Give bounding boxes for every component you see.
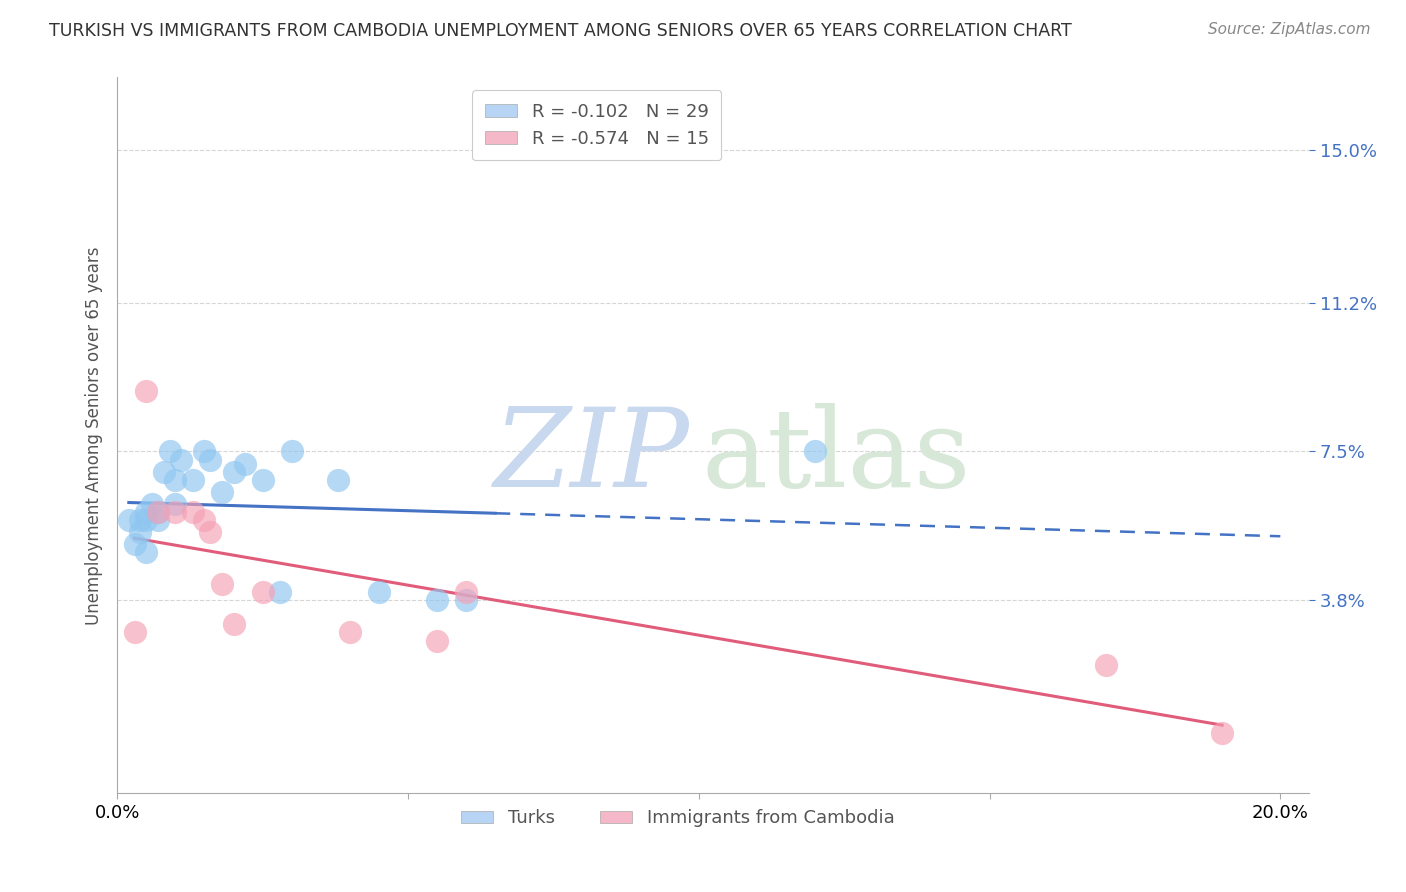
Point — [222, 617, 245, 632]
Point — [328, 473, 350, 487]
Point — [165, 473, 187, 487]
Point — [165, 497, 187, 511]
Point — [211, 484, 233, 499]
Point — [124, 537, 146, 551]
Point — [804, 444, 827, 458]
Point — [1211, 726, 1233, 740]
Point — [181, 505, 204, 519]
Point — [233, 457, 256, 471]
Point — [135, 545, 157, 559]
Point — [152, 465, 174, 479]
Text: ZIP: ZIP — [494, 403, 689, 510]
Point — [200, 452, 222, 467]
Point — [146, 513, 169, 527]
Point — [367, 585, 389, 599]
Text: Source: ZipAtlas.com: Source: ZipAtlas.com — [1208, 22, 1371, 37]
Point — [170, 452, 193, 467]
Point — [252, 585, 274, 599]
Point — [181, 473, 204, 487]
Point — [135, 513, 157, 527]
Legend: Turks, Immigrants from Cambodia: Turks, Immigrants from Cambodia — [453, 802, 901, 834]
Point — [135, 384, 157, 399]
Point — [252, 473, 274, 487]
Point — [129, 524, 152, 539]
Point — [269, 585, 291, 599]
Point — [426, 633, 449, 648]
Point — [1095, 657, 1118, 672]
Point — [211, 577, 233, 591]
Point — [118, 513, 141, 527]
Point — [456, 585, 478, 599]
Point — [141, 497, 163, 511]
Point — [200, 524, 222, 539]
Y-axis label: Unemployment Among Seniors over 65 years: Unemployment Among Seniors over 65 years — [86, 246, 103, 624]
Point — [222, 465, 245, 479]
Point — [456, 593, 478, 607]
Text: TURKISH VS IMMIGRANTS FROM CAMBODIA UNEMPLOYMENT AMONG SENIORS OVER 65 YEARS COR: TURKISH VS IMMIGRANTS FROM CAMBODIA UNEM… — [49, 22, 1071, 40]
Point — [193, 444, 215, 458]
Text: atlas: atlas — [702, 403, 972, 510]
Point — [129, 513, 152, 527]
Point — [193, 513, 215, 527]
Point — [146, 505, 169, 519]
Point — [146, 505, 169, 519]
Point — [165, 505, 187, 519]
Point — [426, 593, 449, 607]
Point — [159, 444, 181, 458]
Point — [339, 625, 361, 640]
Point — [124, 625, 146, 640]
Point — [135, 505, 157, 519]
Point — [280, 444, 302, 458]
